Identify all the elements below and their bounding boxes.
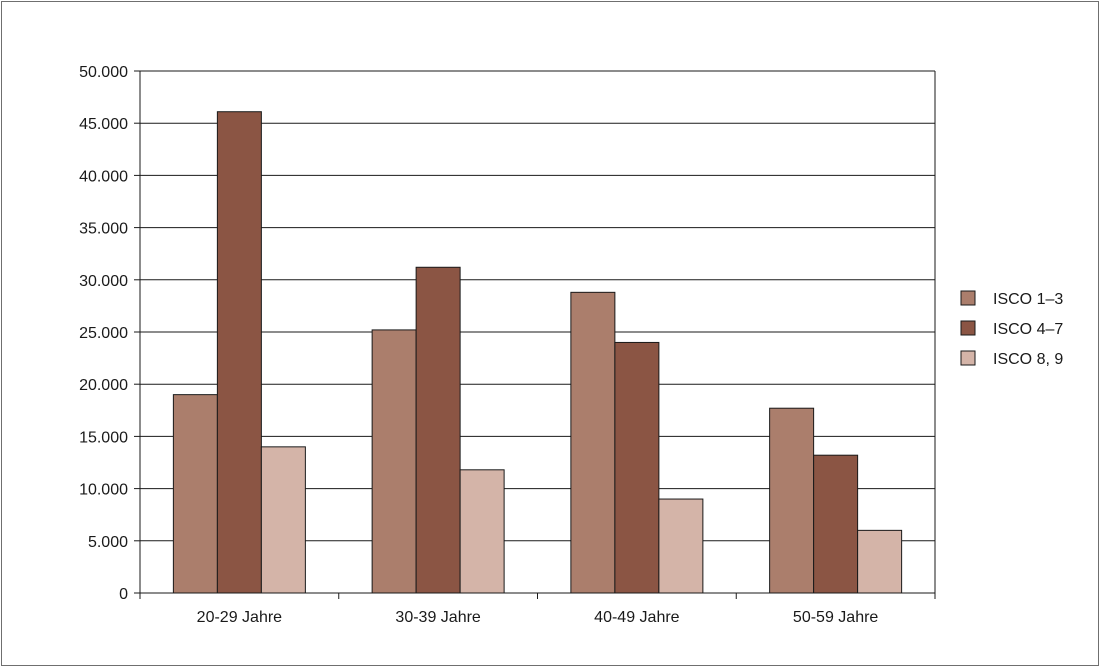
y-tick-label: 15.000 (79, 429, 128, 446)
y-tick-label: 10.000 (79, 482, 128, 499)
tick-labels: 0 5.000 10.000 15.000 20.000 25.000 30.000 35.0… (79, 64, 878, 626)
bar (857, 529, 903, 594)
legend-label: ISCO 1–3 (993, 291, 1063, 308)
bar (172, 394, 218, 594)
x-tick-label: 20-29 Jahre (197, 609, 282, 626)
y-tick-label: 45.000 (79, 116, 128, 133)
bar (658, 498, 704, 594)
bar (216, 111, 262, 594)
bar (614, 341, 660, 594)
y-tick-label: 25.000 (79, 325, 128, 342)
y-tick-label: 40.000 (79, 168, 128, 185)
y-tick-label: 30.000 (79, 273, 128, 290)
y-tick-label: 35.000 (79, 221, 128, 238)
legend-swatch (960, 290, 976, 306)
bar (459, 469, 505, 594)
bar (260, 446, 306, 594)
x-tick-label: 40-49 Jahre (594, 609, 679, 626)
y-tick-label: 50.000 (79, 64, 128, 81)
x-tick-label: 50-59 Jahre (793, 609, 878, 626)
bar (570, 291, 616, 594)
bar (415, 266, 461, 594)
legend: ISCO 1–3 ISCO 4–7 ISCO 8, 9 (960, 290, 1063, 368)
y-tick-label: 0 (119, 586, 128, 603)
legend-label: ISCO 8, 9 (993, 351, 1063, 368)
axes (134, 70, 936, 599)
bars (172, 111, 903, 594)
bar (371, 329, 417, 594)
y-tick-label: 5.000 (88, 534, 128, 551)
x-tick-label: 30-39 Jahre (395, 609, 480, 626)
legend-swatch (960, 350, 976, 366)
bar (813, 454, 859, 594)
legend-label: ISCO 4–7 (993, 321, 1063, 338)
legend-swatch (960, 320, 976, 336)
y-tick-label: 20.000 (79, 377, 128, 394)
bar (769, 407, 815, 594)
